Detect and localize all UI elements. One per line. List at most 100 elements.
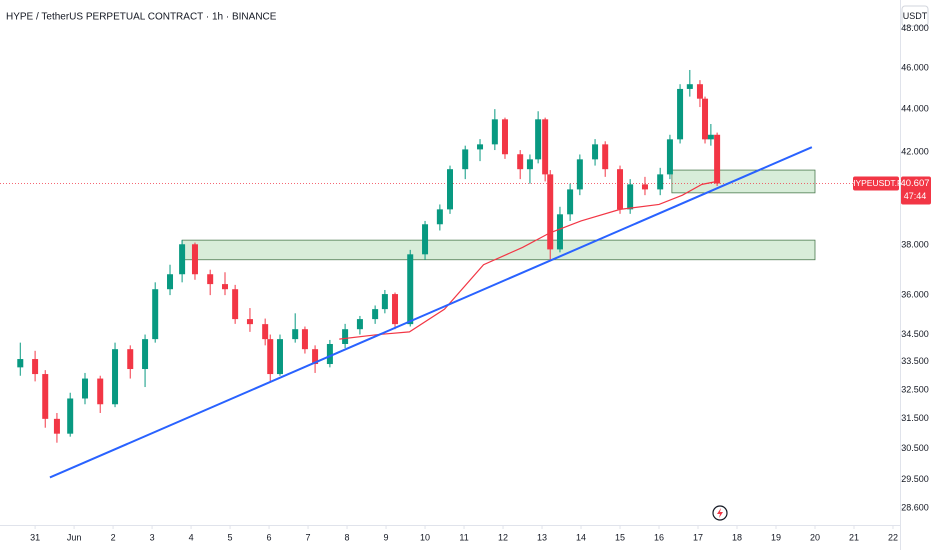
candle-body	[232, 289, 239, 320]
x-tick-label: 7	[306, 532, 311, 542]
candle-body	[292, 329, 299, 340]
x-tick-label: 4	[189, 532, 194, 542]
x-tick-label: 21	[849, 532, 859, 542]
candle-body	[356, 319, 363, 330]
x-tick-label: 20	[810, 532, 820, 542]
trendline	[49, 146, 813, 479]
candle-body	[392, 294, 399, 325]
candle-body	[526, 159, 533, 170]
y-tick-label: 29.500	[901, 474, 929, 484]
x-tick-label: 10	[420, 532, 430, 542]
y-tick-label: 36.000	[901, 289, 929, 299]
symbol-label: HYPEUSDT.P	[849, 178, 903, 188]
candle-body	[714, 134, 721, 184]
candle-body	[462, 149, 469, 170]
candle-body	[677, 88, 684, 140]
x-tick-label: 13	[537, 532, 547, 542]
price-tag	[901, 176, 931, 205]
x-tick-label: 12	[498, 532, 508, 542]
candle-body	[342, 329, 349, 344]
alert-bolt[interactable]	[717, 508, 723, 518]
x-tick-label: 5	[228, 532, 233, 542]
x-tick-label: 31	[30, 532, 40, 542]
candle-body	[267, 339, 274, 375]
candle-body	[491, 119, 498, 145]
candle-body	[592, 144, 599, 160]
y-tick-label: 28.600	[901, 503, 929, 513]
y-tick-label: 44.000	[901, 104, 929, 114]
candle-body	[686, 84, 693, 89]
candle-body	[436, 209, 443, 225]
x-tick-label: 15	[615, 532, 625, 542]
candle-body	[641, 184, 648, 190]
candle-body	[517, 154, 524, 170]
x-tick-label: 6	[267, 532, 272, 542]
candle-body	[301, 329, 308, 350]
candle-body	[276, 339, 283, 375]
candle-body	[657, 174, 664, 190]
candle-body	[222, 284, 228, 290]
candle-body	[42, 374, 49, 419]
candle-body	[312, 349, 319, 365]
candle-body	[556, 214, 563, 250]
currency-button[interactable]	[901, 5, 929, 27]
x-tick-label: 19	[771, 532, 781, 542]
candle-body	[381, 294, 388, 310]
x-tick-label: 8	[345, 532, 350, 542]
candle-body	[167, 274, 174, 290]
candle-body	[372, 309, 379, 320]
candle-body	[262, 324, 269, 340]
y-tick-label: 33.500	[901, 356, 929, 366]
x-tick-label: 17	[693, 532, 703, 542]
candle-body	[246, 319, 253, 325]
candle-body	[32, 359, 39, 375]
candle-body	[627, 184, 634, 210]
candle-body	[53, 418, 60, 434]
x-tick-label: 16	[654, 532, 664, 542]
candle-body	[535, 119, 542, 160]
candle-body	[127, 349, 134, 370]
alert-circle[interactable]	[712, 505, 728, 521]
countdown-label: 47:44	[904, 191, 927, 201]
moving-average	[339, 180, 718, 340]
chart-title: HYPE / TetherUS PERPETUAL CONTRACT · 1h …	[6, 12, 277, 23]
candle-body	[447, 169, 453, 210]
alert-icon[interactable]	[712, 505, 728, 521]
candle-body	[191, 244, 198, 275]
candle-body	[422, 224, 429, 255]
x-tick-label: 3	[150, 532, 155, 542]
zone	[181, 239, 816, 261]
y-tick-label: 42.000	[901, 147, 929, 157]
y-tick-label: 32.500	[901, 384, 929, 394]
currency-label[interactable]: USDT	[903, 11, 928, 21]
y-tick-label: 34.500	[901, 329, 929, 339]
x-tick-label: 2	[111, 532, 116, 542]
candle-body	[696, 84, 703, 99]
candle-body	[547, 174, 554, 250]
candle-body	[477, 144, 484, 150]
candle-body	[17, 359, 24, 368]
candle-body	[542, 119, 549, 175]
candle-body	[617, 169, 624, 210]
candle-body	[179, 244, 186, 275]
candle-body	[707, 134, 714, 140]
candle-body	[702, 98, 709, 140]
x-tick-label: 11	[459, 532, 468, 542]
x-tick-label: 22	[888, 532, 898, 542]
zone	[671, 169, 816, 194]
price-label: 40.607	[900, 178, 929, 189]
y-tick-label: 30.500	[901, 443, 929, 453]
y-tick-label: 38.000	[901, 239, 929, 249]
candle-body	[142, 339, 149, 370]
candle-body	[576, 159, 583, 190]
y-tick-label: 46.000	[901, 62, 929, 72]
candle-body	[666, 139, 673, 175]
candle-body	[326, 343, 333, 365]
candle-body	[82, 378, 89, 399]
candle-body	[112, 349, 119, 405]
y-tick-label: 31.500	[901, 413, 929, 423]
candle-body	[501, 119, 508, 155]
